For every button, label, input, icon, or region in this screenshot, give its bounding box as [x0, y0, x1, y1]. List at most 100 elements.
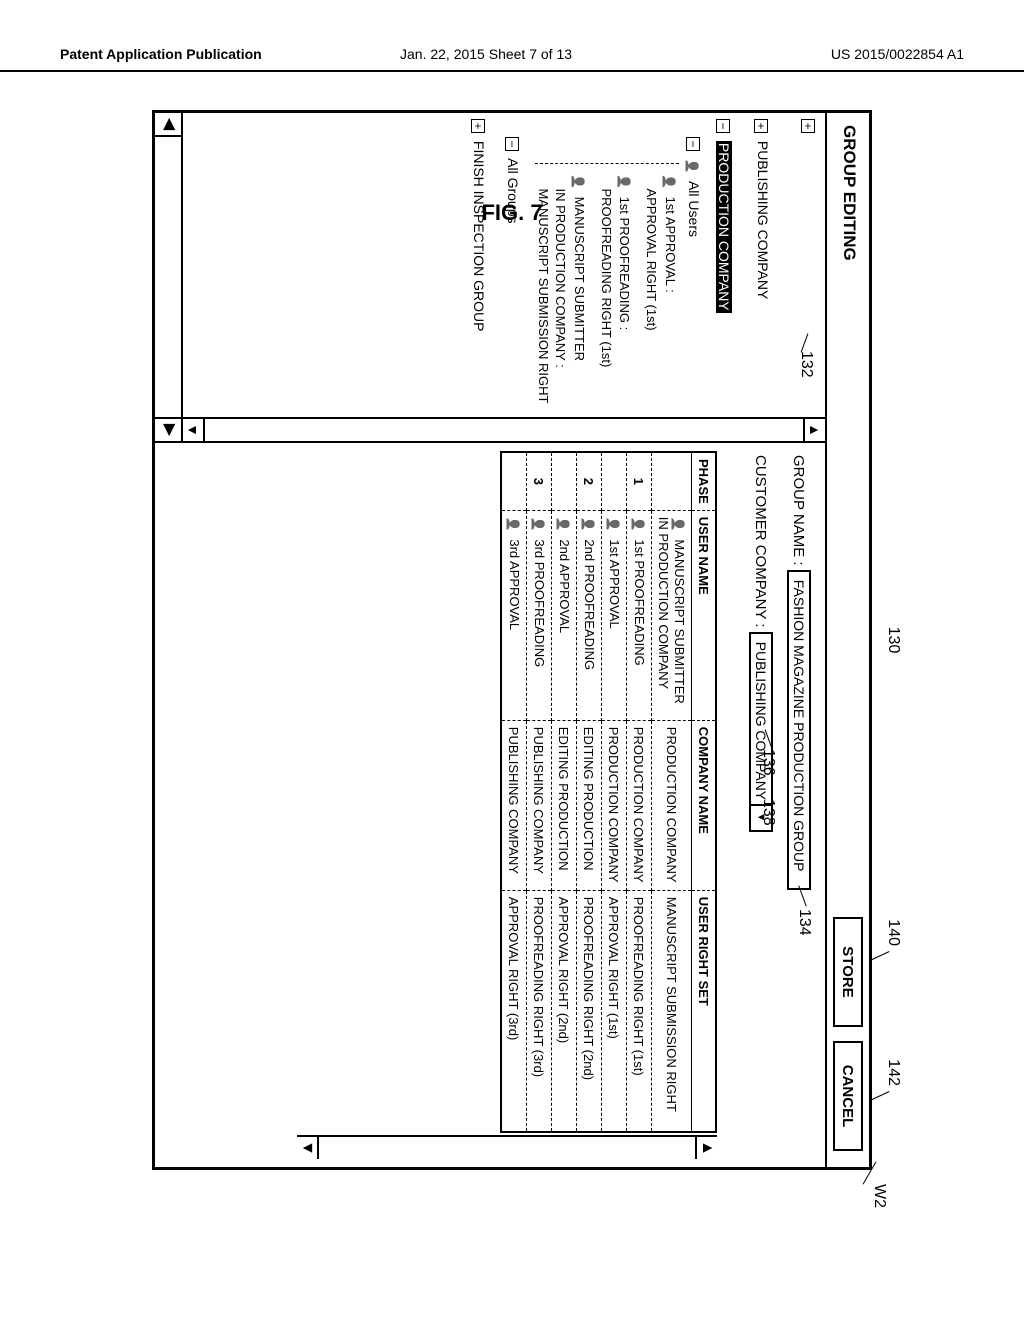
cell-user-text: MANUSCRIPT SUBMITTER IN PRODUCTION COMPA… — [656, 517, 687, 704]
customer-row: CUSTOMER COMPANY : PUBLISHING COMPANY — [749, 455, 773, 1155]
callout-w2: W2 — [870, 1184, 888, 1208]
tree-item[interactable]: 1st PROOFREADING : PROOFREADING RIGHT (1… — [598, 174, 634, 435]
callout-140: 140 — [884, 919, 902, 946]
cell-right: APPROVAL RIGHT (2nd) — [551, 890, 576, 1131]
table-vscrollbar[interactable]: ▲ ▼ — [297, 1135, 717, 1159]
tree-sublabel: IN PRODUCTION COMPANY : — [553, 188, 568, 367]
tree-root[interactable]: + — [801, 119, 817, 435]
scroll-right-icon[interactable]: ▶ — [155, 417, 181, 441]
user-icon — [671, 517, 686, 532]
cell-company: PRODUCTION COMPANY — [601, 720, 626, 890]
tree-label: PUBLISHING COMPANY — [755, 141, 771, 299]
tree-label: PRODUCTION COMPANY — [716, 141, 732, 313]
cell-right: APPROVAL RIGHT (3rd) — [502, 890, 527, 1131]
cell-phase — [502, 453, 527, 510]
cell-user: MANUSCRIPT SUBMITTER IN PRODUCTION COMPA… — [651, 510, 691, 720]
cell-user: 2nd APPROVAL — [551, 510, 576, 720]
scroll-down-icon[interactable]: ▼ — [297, 1137, 319, 1159]
tree-vscrollbar[interactable]: ▲ ▼ — [183, 417, 825, 441]
scroll-up-icon[interactable]: ▲ — [695, 1137, 717, 1159]
tree-label: 1st PROOFREADING : — [617, 197, 632, 331]
table-row[interactable]: 2 2nd PROOFREADINGEDITING PRODUCTIONPROO… — [576, 453, 601, 1131]
cell-right: APPROVAL RIGHT (1st) — [601, 890, 626, 1131]
window-title: GROUP EDITING — [839, 125, 859, 261]
tree-finish[interactable]: + FINISH INSPECTION GROUP — [471, 119, 487, 435]
user-icon — [615, 174, 633, 189]
user-icon — [569, 174, 587, 189]
cell-phase: 3 — [526, 453, 551, 510]
cell-user-text: 2nd APPROVAL — [557, 536, 572, 633]
page-header: Patent Application Publication Jan. 22, … — [0, 40, 1024, 72]
cell-phase: 2 — [576, 453, 601, 510]
user-icon — [556, 517, 571, 532]
user-icon — [581, 517, 596, 532]
cell-user-text: 1st PROOFREADING — [632, 536, 647, 666]
cell-company: PRODUCTION COMPANY — [651, 720, 691, 890]
expand-icon[interactable]: + — [471, 119, 485, 133]
cell-phase — [551, 453, 576, 510]
cancel-button[interactable]: CANCEL — [833, 1041, 863, 1151]
figure-label: FIG. 7 — [481, 200, 542, 226]
customer-company-label: CUSTOMER COMPANY : — [752, 455, 769, 628]
scroll-left-icon[interactable]: ◀ — [155, 113, 181, 137]
table-row[interactable]: 1st APPROVALPRODUCTION COMPANYAPPROVAL R… — [601, 453, 626, 1131]
tree-sublabel: PROOFREADING RIGHT (1st) — [599, 188, 614, 367]
cell-right: PROOFREADING RIGHT (3rd) — [526, 890, 551, 1131]
cell-phase — [601, 453, 626, 510]
callout-142: 142 — [884, 1059, 902, 1086]
cell-user: 2nd PROOFREADING — [576, 510, 601, 720]
table-row[interactable]: 3 3rd PROOFREADING PUBLISHING COMPANYPROO… — [526, 453, 551, 1131]
cell-company: PUBLISHING COMPANY — [526, 720, 551, 890]
collapse-icon[interactable]: − — [686, 137, 700, 151]
tree-item[interactable]: 1st APPROVAL : APPROVAL RIGHT (1st) — [643, 174, 679, 435]
group-name-row: GROUP NAME : FASHION MAGAZINE PRODUCTION… — [787, 455, 811, 1155]
tree-label: MANUSCRIPT SUBMITTER — [572, 197, 587, 361]
group-name-field[interactable]: FASHION MAGAZINE PRODUCTION GROUP — [787, 570, 811, 890]
cell-company: PRODUCTION COMPANY — [626, 720, 651, 890]
tree-label: FINISH INSPECTION GROUP — [471, 141, 487, 332]
details-panel: GROUP NAME : FASHION MAGAZINE PRODUCTION… — [155, 443, 825, 1167]
cell-user-text: 3rd PROOFREADING — [532, 536, 547, 667]
window-frame: 132 134 136 138 GROUP EDITING STORE CANC… — [152, 110, 872, 1170]
collapse-icon[interactable]: − — [716, 119, 730, 133]
tree-item[interactable]: MANUSCRIPT SUBMITTER IN PRODUCTION COMPA… — [535, 174, 588, 435]
cell-company: PUBLISHING COMPANY — [502, 720, 527, 890]
tree-publishing[interactable]: + PUBLISHING COMPANY — [754, 119, 770, 435]
tree-hscrollbar[interactable]: ◀ ▶ — [155, 113, 183, 441]
customer-company-dropdown[interactable]: PUBLISHING COMPANY — [749, 632, 773, 832]
group-name-label: GROUP NAME : — [790, 455, 807, 566]
scroll-up-icon[interactable]: ▲ — [803, 419, 825, 441]
col-company: COMPANY NAME — [692, 720, 716, 890]
tree-sublabel: APPROVAL RIGHT (1st) — [644, 188, 659, 330]
cell-phase: 1 — [626, 453, 651, 510]
tree-production[interactable]: − PRODUCTION COMPANY — [716, 119, 732, 435]
cell-user: 1st PROOFREADING — [626, 510, 651, 720]
user-icon — [631, 517, 646, 532]
expand-icon[interactable]: + — [754, 119, 768, 133]
header-left: Patent Application Publication — [60, 46, 262, 62]
tree-children: 1st APPROVAL : APPROVAL RIGHT (1st) 1st … — [535, 163, 679, 435]
table-row[interactable]: 2nd APPROVALEDITING PRODUCTIONAPPROVAL R… — [551, 453, 576, 1131]
table-row[interactable]: MANUSCRIPT SUBMITTER IN PRODUCTION COMPA… — [651, 453, 691, 1131]
cell-phase — [651, 453, 691, 510]
table-header-row: PHASE USER NAME COMPANY NAME USER RIGHT … — [692, 453, 716, 1131]
user-icon — [506, 517, 521, 532]
table-row[interactable]: 1 1st PROOFREADINGPRODUCTION COMPANYPROO… — [626, 453, 651, 1131]
cell-user: 3rd PROOFREADING — [526, 510, 551, 720]
header-mid: Jan. 22, 2015 Sheet 7 of 13 — [400, 46, 572, 62]
tree-panel: ▲ ▼ + + PUBLISHING COMPANY − PRODUCTION … — [155, 113, 825, 443]
tree-label: 1st APPROVAL : — [663, 197, 678, 293]
expand-icon[interactable]: + — [801, 119, 815, 133]
diagram-canvas: 130 140 142 W2 132 134 136 138 GROUP EDI… — [152, 110, 872, 1170]
title-bar: GROUP EDITING STORE CANCEL — [825, 113, 869, 1167]
user-icon — [685, 159, 701, 174]
tree-all-groups[interactable]: − All Groups — [505, 137, 521, 435]
table-row[interactable]: 3rd APPROVALPUBLISHING COMPANYAPPROVAL R… — [502, 453, 527, 1131]
scroll-down-icon[interactable]: ▼ — [183, 419, 205, 441]
store-button[interactable]: STORE — [833, 917, 863, 1027]
user-icon — [606, 517, 621, 532]
col-user: USER NAME — [692, 510, 716, 720]
collapse-icon[interactable]: − — [505, 137, 519, 151]
user-icon — [531, 517, 546, 532]
tree-all-users[interactable]: − All Users — [685, 137, 702, 435]
